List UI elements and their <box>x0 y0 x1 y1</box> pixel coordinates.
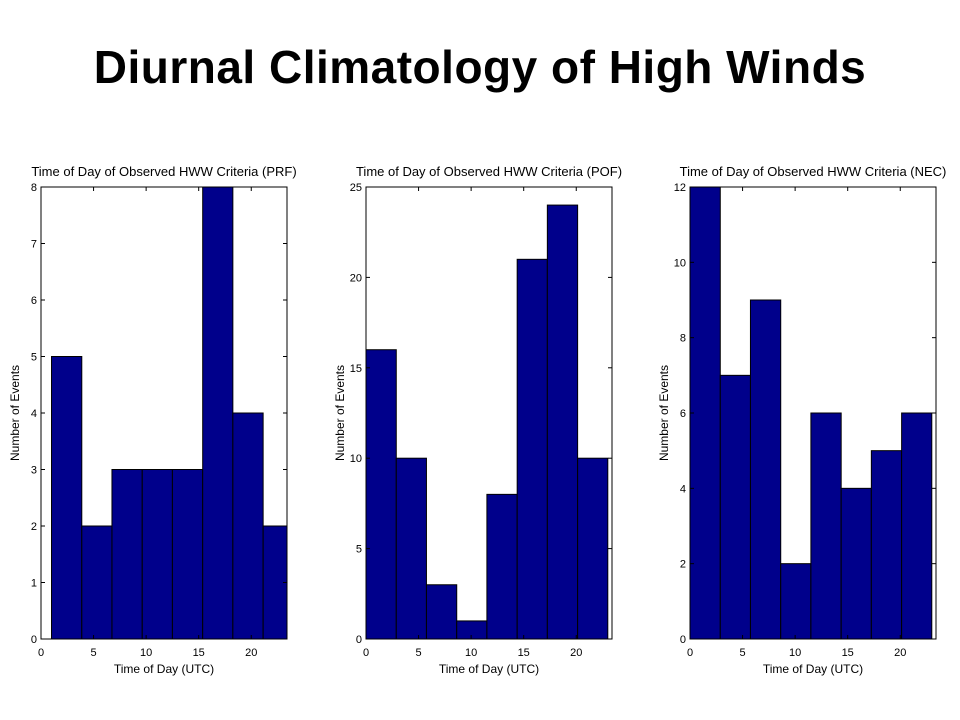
x-tick-label: 5 <box>91 647 97 659</box>
y-tick-label: 8 <box>680 333 686 345</box>
chart-title: Time of Day of Observed HWW Criteria (PO… <box>356 164 622 179</box>
y-tick-label: 0 <box>680 634 686 646</box>
histogram-panel-3: 0 2 4 6 8 10 12 0 5 10 15 20 Time of Day of Observed… <box>657 164 946 676</box>
x-tick-label: 0 <box>363 647 369 659</box>
y-tick-label: 12 <box>674 182 686 194</box>
x-tick-label: 0 <box>38 647 44 659</box>
histogram-bar <box>689 186 721 640</box>
y-tick-label: 2 <box>31 521 37 533</box>
y-tick-label: 5 <box>356 544 362 556</box>
histogram-bar <box>81 525 113 640</box>
x-tick-label: 15 <box>193 647 205 659</box>
histogram-bar <box>171 469 204 640</box>
histogram-bar <box>810 412 842 640</box>
y-tick-label: 6 <box>31 295 37 307</box>
x-tick-label: 20 <box>245 647 257 659</box>
y-axis-label: Number of Events <box>333 365 347 461</box>
y-tick-label: 2 <box>680 559 686 571</box>
x-tick-label: 10 <box>789 647 801 659</box>
y-tick-label: 8 <box>31 182 37 194</box>
histogram-panel-1: 0 1 2 3 4 5 6 7 8 0 5 10 15 20 Time of Day of Observed… <box>8 164 297 676</box>
y-tick-label: 1 <box>31 578 37 590</box>
y-tick-label: 7 <box>31 239 37 251</box>
x-tick-label: 15 <box>842 647 854 659</box>
x-tick-label: 10 <box>465 647 477 659</box>
x-tick-label: 10 <box>140 647 152 659</box>
histogram-bar <box>577 457 609 640</box>
y-tick-label: 6 <box>680 408 686 420</box>
histogram-bar <box>111 469 143 640</box>
histogram-bar <box>395 457 427 640</box>
y-tick-label: 4 <box>680 483 686 495</box>
y-tick-label: 0 <box>31 634 37 646</box>
histogram-bar <box>141 469 173 640</box>
slide-title: Diurnal Climatology of High Winds <box>93 41 867 93</box>
y-tick-label: 10 <box>350 453 362 465</box>
histogram-bar <box>901 412 933 640</box>
plot-frame <box>365 186 613 640</box>
x-axis-label: Time of Day (UTC) <box>763 662 863 676</box>
y-tick-label: 15 <box>350 363 362 375</box>
y-tick-label: 3 <box>31 465 37 477</box>
y-tick-label: 10 <box>674 257 686 269</box>
histogram-bar <box>546 204 579 640</box>
y-axis-label: Number of Events <box>657 365 671 461</box>
histogram-bar <box>749 299 782 640</box>
histogram-bar <box>202 186 234 640</box>
y-tick-label: 0 <box>356 634 362 646</box>
x-axis-label: Time of Day (UTC) <box>439 662 539 676</box>
y-axis-label: Number of Events <box>8 365 22 461</box>
x-tick-label: 20 <box>570 647 582 659</box>
y-tick-label: 25 <box>350 182 362 194</box>
y-tick-label: 5 <box>31 352 37 364</box>
histogram-bar <box>719 374 751 640</box>
histogram-bar <box>365 349 397 640</box>
x-axis-label: Time of Day (UTC) <box>114 662 214 676</box>
chart-title: Time of Day of Observed HWW Criteria (PR… <box>31 164 296 179</box>
x-tick-label: 20 <box>894 647 906 659</box>
histogram-bar <box>870 450 903 640</box>
y-tick-label: 20 <box>350 272 362 284</box>
histogram-bar <box>486 493 518 640</box>
chart-title: Time of Day of Observed HWW Criteria (NE… <box>680 164 947 179</box>
histogram-bar <box>232 412 264 640</box>
histogram-bar <box>425 584 458 640</box>
x-tick-label: 0 <box>687 647 693 659</box>
histogram-bar <box>456 620 488 640</box>
x-tick-label: 5 <box>416 647 422 659</box>
histogram-bar <box>840 487 872 640</box>
x-tick-label: 5 <box>740 647 746 659</box>
histogram-bar <box>780 563 812 640</box>
y-tick-label: 4 <box>31 408 37 420</box>
x-tick-label: 15 <box>518 647 530 659</box>
histogram-bar <box>51 356 83 640</box>
histogram-bar <box>516 258 548 640</box>
histogram-panel-2: 0 5 10 15 20 25 0 5 10 15 20 Time of Day of Observe… <box>333 164 622 676</box>
